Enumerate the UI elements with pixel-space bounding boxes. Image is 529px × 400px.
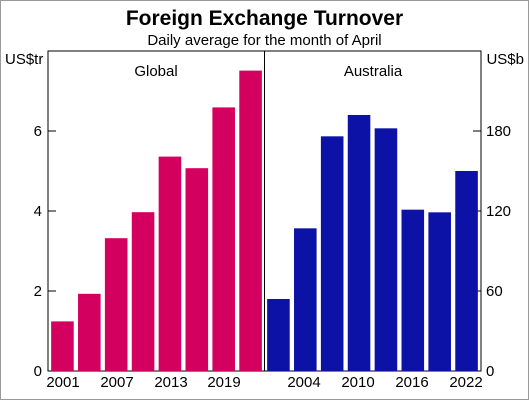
left-y-tick-label-0: 0: [34, 363, 42, 380]
right-y-tick-label-0: 0: [486, 363, 494, 380]
chart-title: Foreign Exchange Turnover: [125, 7, 404, 30]
australia-x-tick-labels: 2004 2010 2016 2022: [287, 374, 482, 391]
global-bar-2007: [104, 238, 128, 371]
left-y-tick-labels: 0 2 4 6: [34, 123, 42, 380]
global-bar-2022: [239, 70, 262, 371]
global-bar-2016: [185, 168, 209, 371]
australia-x-tick-label-2010: 2010: [341, 374, 374, 391]
australia-bar-2022: [455, 171, 478, 371]
right-y-tick-label-60: 60: [486, 283, 503, 300]
global-x-tick-labels: 2001 2007 2013 2019: [46, 374, 240, 391]
global-bar-2010: [131, 212, 155, 371]
right-y-tick-label-180: 180: [486, 123, 511, 140]
australia-bar-2010: [347, 115, 371, 371]
global-bar-2004: [78, 293, 101, 371]
australia-bar-2007: [320, 136, 344, 371]
right-y-tick-label-120: 120: [486, 203, 511, 220]
australia-bar-2001: [267, 299, 290, 371]
australia-bars: [267, 115, 478, 371]
global-bar-2001: [51, 321, 74, 371]
australia-x-tick-label-2022: 2022: [449, 374, 482, 391]
right-y-tick-labels: 0 60 120 180: [486, 123, 511, 380]
australia-bar-2019: [428, 212, 451, 371]
right-axis-unit-label: US$b: [486, 51, 524, 68]
global-x-tick-label-2007: 2007: [100, 374, 133, 391]
australia-bar-2004: [294, 228, 317, 371]
left-axis-unit-label: US$tr: [5, 51, 43, 68]
left-y-tick-label-6: 6: [34, 123, 42, 140]
australia-bar-2013: [374, 128, 398, 371]
global-x-tick-label-2001: 2001: [46, 374, 79, 391]
global-panel-title: Global: [134, 63, 177, 80]
global-bars: [51, 70, 262, 372]
australia-panel-title: Australia: [344, 63, 403, 80]
global-ticks: [48, 130, 56, 292]
left-y-tick-label-2: 2: [34, 283, 42, 300]
australia-bar-2016: [401, 209, 425, 371]
global-bar-2019: [212, 107, 235, 372]
australia-x-tick-label-2016: 2016: [395, 374, 428, 391]
australia-x-tick-label-2004: 2004: [287, 374, 320, 391]
global-bar-2013: [158, 156, 182, 371]
left-y-tick-label-4: 4: [34, 203, 42, 220]
global-x-tick-label-2019: 2019: [207, 374, 240, 391]
global-x-tick-label-2013: 2013: [154, 374, 187, 391]
chart-subtitle: Daily average for the month of April: [147, 32, 382, 49]
